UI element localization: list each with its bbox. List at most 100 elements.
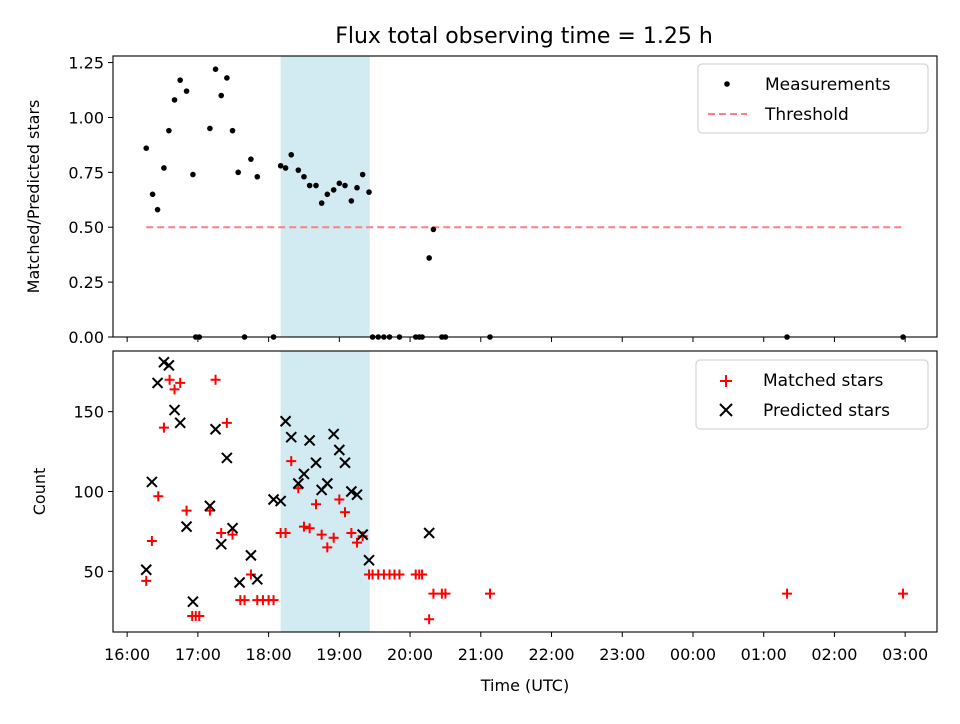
predicted-star-point	[339, 457, 351, 469]
measurement-point	[342, 182, 348, 189]
matched-star-point	[181, 505, 192, 516]
top-legend-box	[697, 63, 929, 134]
matched-star-point	[298, 521, 309, 532]
measurement-point	[212, 66, 219, 72]
measurement-point	[330, 187, 337, 193]
predicted-star-point	[215, 538, 227, 550]
predicted-star-point	[209, 423, 222, 435]
measurement-point	[248, 156, 254, 162]
predicted-star-point	[251, 573, 263, 586]
bottom-xtick-label: 18:00	[246, 645, 292, 664]
predicted-star-point	[168, 404, 181, 416]
measurement-point	[313, 182, 319, 189]
matched-star-point	[428, 588, 439, 599]
legend-measurement-marker	[724, 81, 730, 87]
measurement-point	[149, 191, 156, 198]
legend-label-matched: Matched stars	[763, 371, 883, 391]
measurement-point	[154, 206, 161, 213]
predicted-star-point	[423, 527, 435, 539]
top-ytick-label: 1.00	[68, 108, 104, 127]
measurement-point	[324, 191, 331, 198]
matched-star-point	[164, 374, 175, 385]
predicted-star-point	[333, 444, 346, 456]
bottom-xtick-label: 03:00	[882, 645, 928, 664]
top-ytick-label: 0.00	[68, 328, 104, 347]
predicted-star-point	[303, 434, 316, 447]
matched-star-point	[316, 529, 327, 540]
predicted-star-point	[292, 477, 305, 490]
measurement-point	[295, 167, 302, 173]
predicted-star-point	[180, 520, 193, 533]
predicted-star-point	[187, 595, 199, 608]
measurement-point	[426, 255, 432, 261]
matched-star-point	[221, 417, 232, 428]
predicted-star-point	[204, 500, 216, 512]
predicted-star-point	[174, 417, 186, 429]
bottom-xtick-label: 16:00	[104, 645, 150, 664]
measurement-point	[161, 165, 167, 171]
measurement-point	[348, 198, 355, 204]
measurement-point	[254, 173, 261, 180]
matched-star-point	[216, 528, 227, 539]
bottom-xtick-label: 02:00	[811, 645, 857, 664]
matched-star-point	[339, 507, 350, 518]
bottom-ytick-label: 100	[73, 483, 104, 502]
bottom-ytick-label: 50	[84, 562, 104, 581]
predicted-star-point	[298, 468, 310, 480]
predicted-star-point	[310, 457, 322, 469]
matched-star-point	[239, 595, 250, 606]
matched-star-point	[210, 374, 221, 385]
bottom-xtick-label: 19:00	[316, 645, 362, 664]
measurement-point	[306, 182, 313, 189]
measurement-point	[336, 180, 343, 187]
legend-matched-marker	[720, 375, 732, 387]
predicted-star-point	[327, 428, 340, 440]
measurement-point	[359, 171, 366, 178]
predicted-star-point	[279, 415, 292, 427]
matched-star-point	[286, 456, 297, 467]
matched-star-point	[424, 614, 435, 625]
predicted-star-point	[285, 431, 297, 443]
matched-star-point	[304, 523, 315, 534]
predicted-star-point	[146, 476, 158, 488]
matched-star-point	[293, 483, 304, 494]
matched-star-point	[484, 588, 495, 599]
predicted-star-point	[274, 495, 287, 507]
predicted-star-point	[226, 522, 239, 534]
predicted-star-point	[345, 485, 358, 498]
bottom-legend-box	[695, 359, 929, 430]
bottom-ytick-label: 150	[73, 403, 104, 422]
bottom-highlight-span	[280, 351, 370, 632]
measurement-point	[218, 92, 225, 99]
legend-label-predicted: Predicted stars	[763, 401, 890, 421]
top-highlight-span	[280, 56, 370, 337]
predicted-star-point	[151, 377, 164, 389]
matched-star-point	[227, 529, 238, 540]
predicted-star-point	[158, 356, 170, 368]
measurement-point	[171, 97, 178, 103]
bottom-xtick-label: 22:00	[528, 645, 574, 664]
bottom-xtick-label: 01:00	[741, 645, 787, 664]
measurement-point	[183, 88, 190, 94]
bottom-xtick-label: 17:00	[175, 645, 221, 664]
matched-star-point	[322, 542, 333, 553]
matched-star-point	[417, 569, 428, 580]
measurement-point	[366, 189, 372, 195]
predicted-star-point	[140, 564, 152, 576]
legend-predicted-marker	[719, 403, 733, 417]
measurement-point	[207, 125, 213, 132]
matched-star-point	[175, 377, 186, 388]
matched-star-point	[268, 595, 279, 606]
matched-star-point	[245, 569, 256, 580]
predicted-star-point	[351, 488, 363, 501]
matched-star-point	[153, 491, 164, 502]
top-y-axis-label: Matched/Predicted stars	[24, 100, 43, 294]
top-ytick-label: 0.75	[68, 163, 104, 182]
measurement-point	[143, 145, 150, 152]
matched-star-point	[146, 535, 157, 546]
matched-star-point	[352, 537, 363, 548]
measurement-point	[354, 184, 360, 191]
top-ytick-label: 1.25	[68, 54, 104, 73]
matched-star-point	[346, 528, 357, 539]
